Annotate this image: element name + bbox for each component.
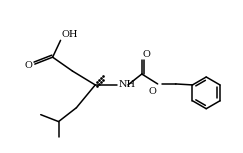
Text: OH: OH bbox=[61, 30, 78, 39]
Text: O: O bbox=[143, 50, 151, 59]
Text: NH: NH bbox=[119, 80, 136, 89]
Text: O: O bbox=[25, 61, 33, 70]
Text: O: O bbox=[149, 87, 157, 96]
